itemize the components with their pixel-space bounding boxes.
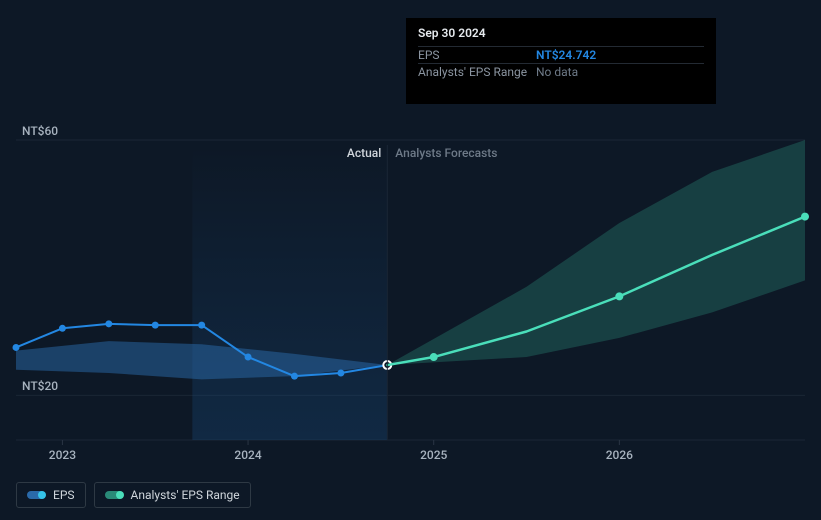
- legend-item[interactable]: EPS: [16, 482, 86, 508]
- chart-tooltip: Sep 30 2024 EPSNT$24.742Analysts' EPS Ra…: [406, 18, 716, 104]
- x-axis-label: 2023: [49, 448, 76, 462]
- legend-item[interactable]: Analysts' EPS Range: [94, 482, 251, 508]
- tooltip-row-value: NT$24.742: [536, 48, 596, 62]
- x-axis-label: 2025: [420, 448, 447, 462]
- y-axis-label: NT$60: [22, 124, 58, 138]
- region-label-forecast: Analysts Forecasts: [395, 146, 497, 160]
- y-axis-label: NT$20: [22, 379, 58, 393]
- region-label-actual: Actual: [347, 146, 381, 160]
- tooltip-row-label: EPS: [418, 48, 536, 62]
- legend-item-label: Analysts' EPS Range: [131, 488, 240, 502]
- tooltip-title: Sep 30 2024: [418, 26, 704, 40]
- legend-swatch-icon: [105, 491, 123, 499]
- legend-swatch-icon: [27, 491, 45, 499]
- x-axis-label: 2024: [234, 448, 261, 462]
- eps-chart: NT$60 NT$20 2023 2024 2025 2026 Actual Analys…: [0, 0, 821, 520]
- chart-legend: EPS Analysts' EPS Range: [16, 482, 251, 508]
- tooltip-row: Analysts' EPS RangeNo data: [418, 63, 704, 80]
- tooltip-row-label: Analysts' EPS Range: [418, 65, 536, 79]
- tooltip-row-value: No data: [536, 65, 578, 79]
- x-axis-label: 2026: [606, 448, 633, 462]
- tooltip-row: EPSNT$24.742: [418, 46, 704, 63]
- legend-item-label: EPS: [53, 488, 75, 502]
